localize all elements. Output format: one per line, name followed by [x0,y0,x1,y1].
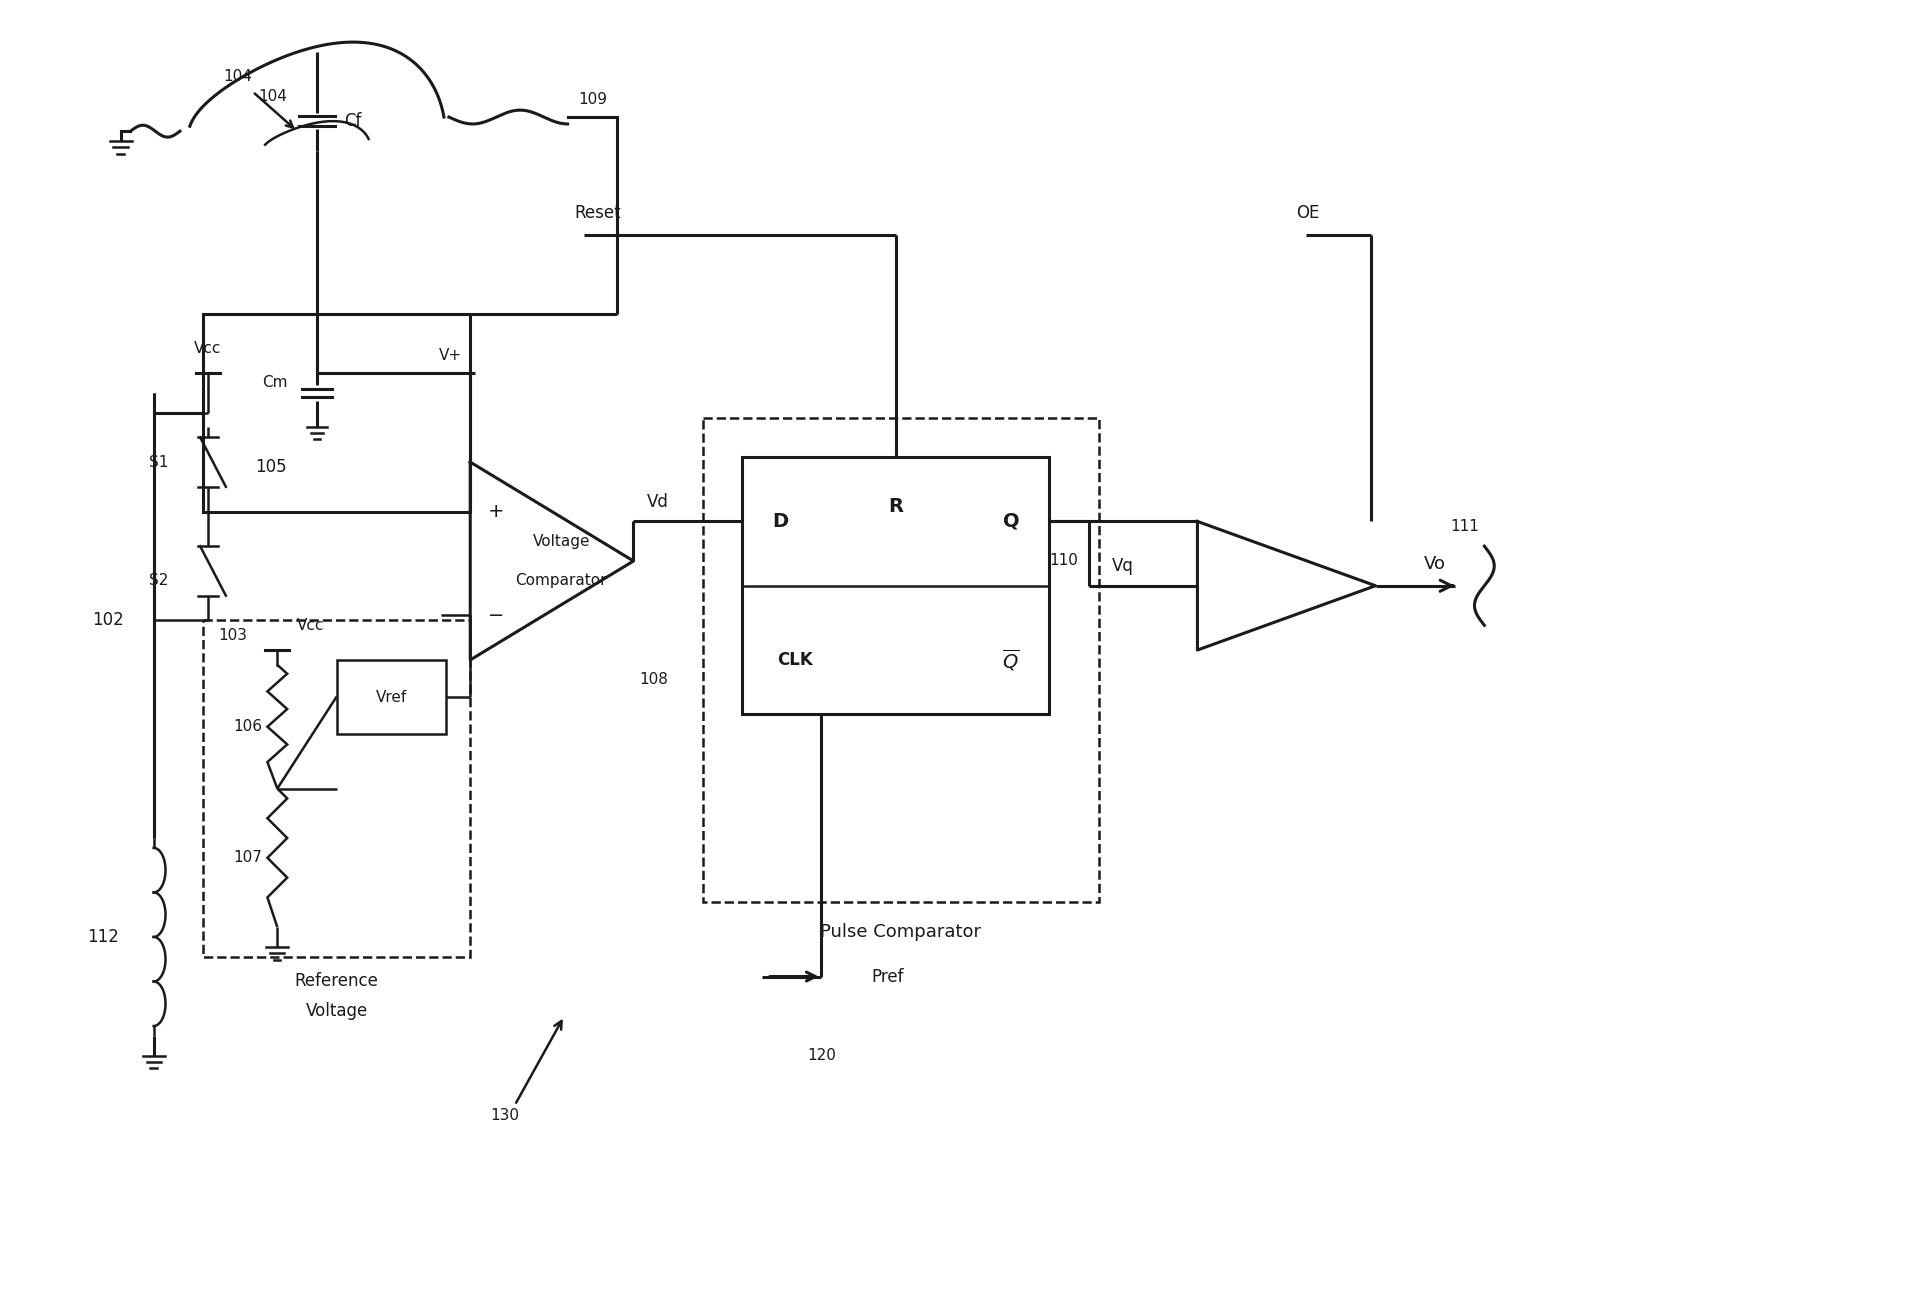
Text: Vcc: Vcc [194,341,222,356]
Text: +: + [487,502,504,521]
Text: 104: 104 [222,69,251,84]
Text: R: R [888,497,903,517]
Bar [338,661,445,734]
Text: D: D [773,511,788,531]
Text: $\overline{Q}$: $\overline{Q}$ [1001,647,1018,672]
Text: CLK: CLK [777,651,813,668]
Bar [203,620,470,956]
Text: Reset: Reset [573,204,621,222]
Text: 109: 109 [577,92,606,107]
Text: S2: S2 [150,573,169,589]
Text: −: − [487,606,504,625]
Text: Cm: Cm [261,375,288,390]
Text: 120: 120 [807,1048,836,1063]
Text: Vq: Vq [1112,557,1134,576]
Text: OE: OE [1297,204,1320,222]
Text: 107: 107 [234,850,263,866]
Text: 106: 106 [234,718,263,734]
Text: Vcc: Vcc [297,617,324,633]
Text: 130: 130 [491,1108,520,1122]
Text: 104: 104 [257,89,288,105]
Text: 102: 102 [92,611,125,629]
Text: Reference: Reference [295,972,378,990]
Text: V+: V+ [439,348,462,362]
Text: S1: S1 [150,455,169,470]
Text: Pulse Comparator: Pulse Comparator [821,923,982,940]
Text: Cf: Cf [345,112,363,131]
Text: 112: 112 [86,927,119,946]
Text: Voltage: Voltage [533,534,591,549]
Text: Vd: Vd [646,493,669,510]
Text: 110: 110 [1049,553,1078,569]
Text: Voltage: Voltage [305,1002,368,1020]
Bar [203,314,470,511]
Bar [742,456,1049,714]
Text: 108: 108 [639,672,667,687]
Text: 103: 103 [219,628,247,642]
Text: Vo: Vo [1423,555,1446,573]
Text: 111: 111 [1450,519,1479,534]
Text: Q: Q [1003,511,1018,531]
Bar [702,417,1099,903]
Text: Vref: Vref [376,689,407,705]
Text: 105: 105 [255,458,288,476]
Text: Comparator: Comparator [516,573,606,589]
Text: Pref: Pref [871,968,903,985]
